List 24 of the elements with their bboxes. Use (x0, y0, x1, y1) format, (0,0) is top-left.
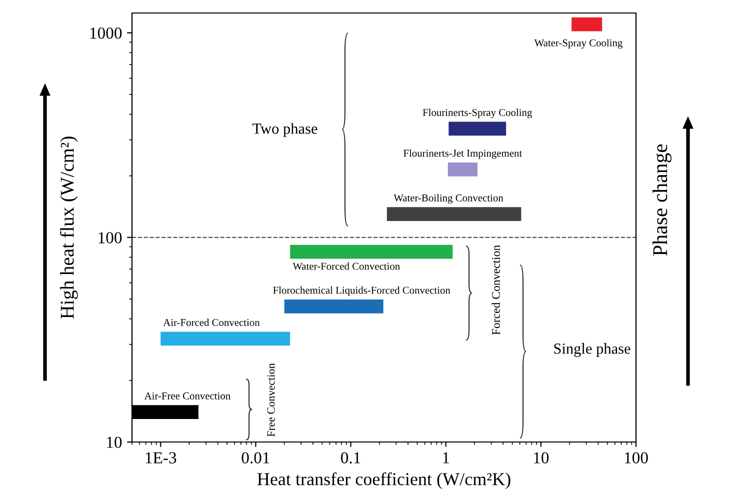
x-tick-label: 1E-3 (146, 452, 176, 464)
annotation: Single phase (554, 343, 630, 357)
annotation: Forced Convection (492, 245, 500, 335)
y-tick-label: 1000 (90, 28, 122, 39)
y-tick-label: 10 (107, 436, 122, 448)
y-tick-label: 100 (98, 232, 122, 244)
series-label: Water-Boiling Convection (394, 194, 504, 204)
x-tick-label: 100 (624, 452, 648, 464)
series-label: Water-Forced Convection (292, 262, 400, 270)
x-tick-label: 0.1 (340, 452, 360, 464)
series-label: Water-Spray Cooling (534, 39, 622, 49)
y-axis-title: High heat flux (W/cm²) (60, 136, 78, 319)
series-label: Florochemical Liquids-Forced Convection (273, 286, 450, 296)
annotation: Two phase (252, 123, 318, 137)
text: Phase change (652, 144, 672, 256)
x-tick-label: 0.01 (242, 452, 270, 464)
series-label: Air-Free Convection (144, 392, 230, 400)
annotation: Free Convection (267, 363, 275, 437)
x-axis-title: Heat transfer coefficient (W/cm²K) (257, 472, 510, 489)
x-tick-label: 10 (534, 452, 549, 464)
x-tick-label: 1 (443, 452, 450, 464)
series-label: Flourinerts-Jet Impingement (404, 149, 522, 159)
series-label: Air-Forced Convection (163, 318, 260, 326)
series-label: Flourinerts-Spray Cooling (422, 108, 532, 118)
